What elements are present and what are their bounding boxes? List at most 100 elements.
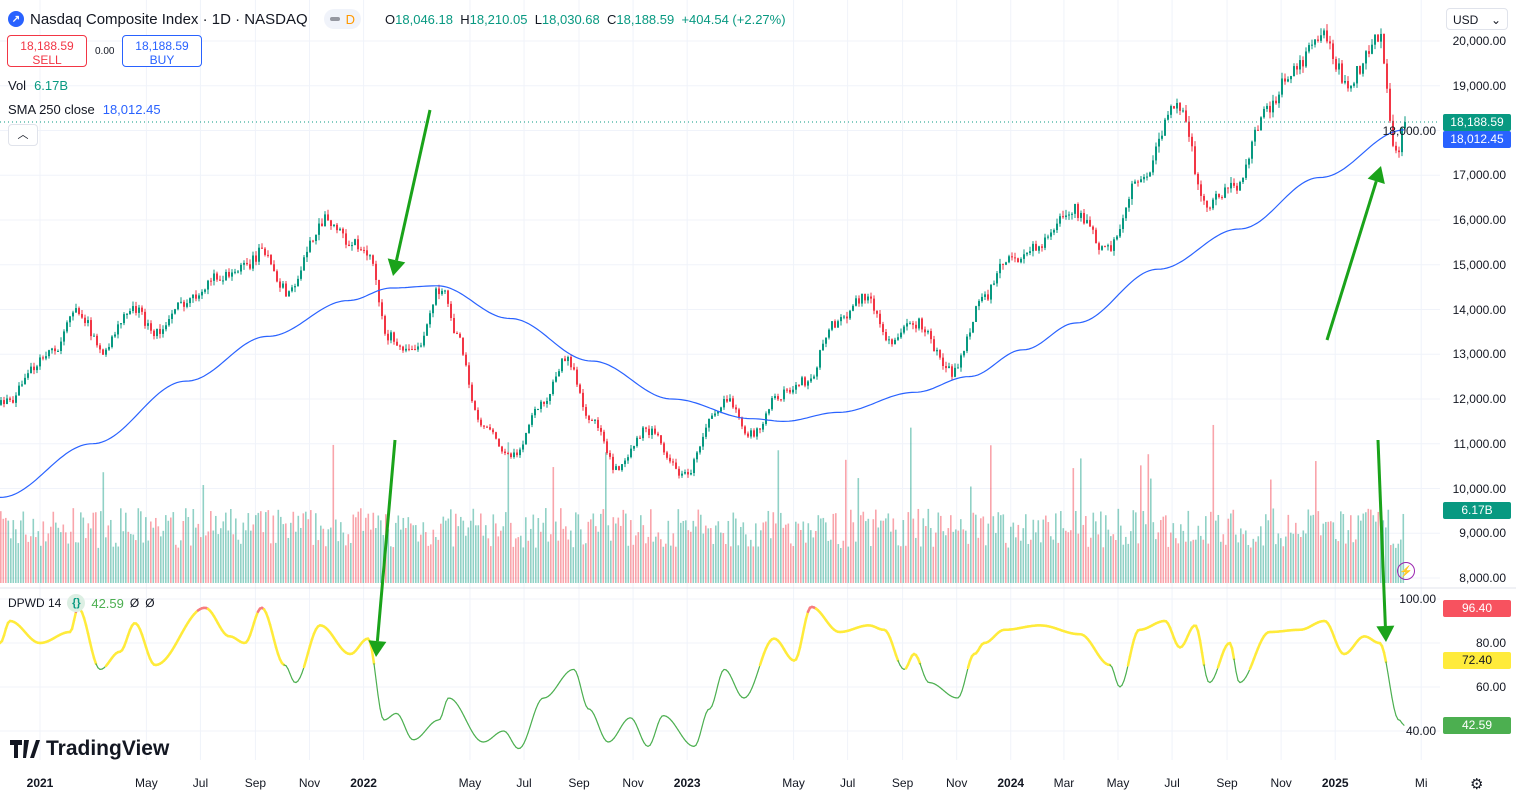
- volume-bar: [1092, 512, 1095, 583]
- volume-bar: [1250, 547, 1252, 583]
- volume-bar: [332, 444, 335, 583]
- dpwd-segment: [719, 671, 723, 678]
- volume-bar: [280, 516, 282, 583]
- candle-body: [345, 233, 347, 245]
- volume-bar: [402, 517, 405, 583]
- volume-bar: [337, 541, 340, 583]
- candle-body: [1329, 41, 1331, 44]
- lightning-icon[interactable]: ⚡: [1397, 562, 1415, 580]
- volume-bar: [327, 529, 330, 583]
- candle-body: [774, 396, 776, 399]
- volume-bar: [1230, 513, 1232, 583]
- candle-body: [888, 339, 890, 341]
- candle-body: [447, 290, 449, 304]
- sma-legend[interactable]: SMA 250 close 18,012.45: [8, 102, 161, 117]
- candle-body: [771, 398, 773, 410]
- volume-legend[interactable]: Vol 6.17B: [8, 78, 69, 93]
- candle-body: [789, 389, 791, 393]
- source-code-icon[interactable]: {}: [67, 594, 86, 612]
- volume-bar: [117, 546, 120, 583]
- dpwd-legend[interactable]: DPWD 14 {} 42.59 Ø Ø: [8, 594, 155, 612]
- volume-bar: [1185, 541, 1187, 583]
- volume-bar: [940, 515, 942, 583]
- volume-bar: [390, 546, 392, 583]
- candle-body: [843, 316, 845, 318]
- volume-bar: [957, 530, 960, 583]
- volume-bar: [1170, 532, 1172, 583]
- volume-bar: [1110, 536, 1112, 583]
- volume-bar: [2, 518, 5, 583]
- dpwd-segment: [270, 630, 276, 641]
- sma-250-line: [0, 129, 1405, 498]
- candle-body: [453, 318, 455, 333]
- volume-bar: [1322, 523, 1325, 583]
- candle-body: [1254, 129, 1256, 142]
- dpwd-segment: [705, 709, 709, 714]
- candle-body: [1206, 200, 1208, 208]
- volume-bar: [122, 531, 125, 583]
- sell-button[interactable]: 18,188.59 SELL: [7, 35, 87, 67]
- nasdaq-logo-icon: ↗: [8, 11, 24, 27]
- volume-bar: [452, 546, 455, 583]
- volume-bar: [200, 537, 202, 583]
- collapse-legend-button[interactable]: ︿: [8, 124, 38, 146]
- candle-body: [351, 245, 353, 247]
- candle-body: [1365, 51, 1367, 64]
- volume-bar: [712, 543, 715, 583]
- dpwd-segment: [72, 610, 78, 622]
- candle-body: [1275, 100, 1277, 104]
- candle-body: [876, 310, 878, 314]
- settings-gear-icon[interactable]: ⚙: [1470, 776, 1484, 793]
- price-axis-label: 12,000.00: [1452, 392, 1506, 406]
- arrow-head-icon: [368, 640, 387, 657]
- volume-bar: [840, 547, 842, 583]
- volume-bar: [120, 508, 122, 583]
- volume-bar: [340, 522, 342, 583]
- candle-body: [591, 420, 593, 422]
- price-axis-label: 13,000.00: [1452, 347, 1506, 362]
- candle-body: [936, 349, 938, 352]
- volume-bar: [352, 514, 355, 583]
- dpwd-segment: [633, 719, 637, 725]
- candle-body: [984, 294, 986, 297]
- tradingview-logo[interactable]: TradingView: [10, 737, 169, 761]
- volume-bar: [1192, 539, 1195, 583]
- symbol-title[interactable]: Nasdaq Composite Index · 1D · NASDAQ: [30, 10, 308, 28]
- candle-body: [330, 220, 332, 226]
- buy-button[interactable]: 18,188.59 BUY: [122, 35, 202, 67]
- candle-body: [606, 441, 608, 454]
- dpwd-segment: [439, 714, 443, 720]
- candle-body: [426, 324, 428, 336]
- candle-body: [576, 369, 578, 385]
- candle-body: [729, 398, 731, 402]
- candle-body: [117, 324, 119, 335]
- time-axis-label: Sep: [244, 776, 267, 790]
- volume-bar: [7, 520, 10, 583]
- candle-body: [1062, 216, 1064, 218]
- candle-body: [753, 430, 755, 437]
- volume-bar: [1097, 534, 1100, 583]
- currency-select[interactable]: USD ⌄: [1446, 8, 1508, 30]
- symbol-legend[interactable]: ↗ Nasdaq Composite Index · 1D · NASDAQ D…: [8, 9, 786, 29]
- volume-bar: [1330, 521, 1332, 583]
- candle-body: [51, 348, 53, 351]
- volume-bar: [1060, 511, 1062, 583]
- candle-body: [321, 223, 323, 227]
- volume-bar: [772, 512, 775, 583]
- volume-bar: [902, 520, 905, 583]
- volume-bar: [927, 508, 930, 583]
- volume-bar: [437, 539, 440, 583]
- candle-body: [645, 427, 647, 429]
- candle-body: [1131, 183, 1133, 200]
- volume-bar: [1117, 508, 1120, 583]
- volume-bar: [592, 513, 595, 583]
- volume-bar: [420, 534, 422, 583]
- candle-body: [207, 280, 209, 290]
- volume-bar: [1112, 534, 1115, 583]
- volume-bar: [142, 542, 145, 583]
- market-status-badge[interactable]: D: [323, 9, 362, 29]
- dpwd-segment: [653, 729, 657, 737]
- candle-body: [1380, 33, 1382, 42]
- volume-bar: [292, 511, 295, 583]
